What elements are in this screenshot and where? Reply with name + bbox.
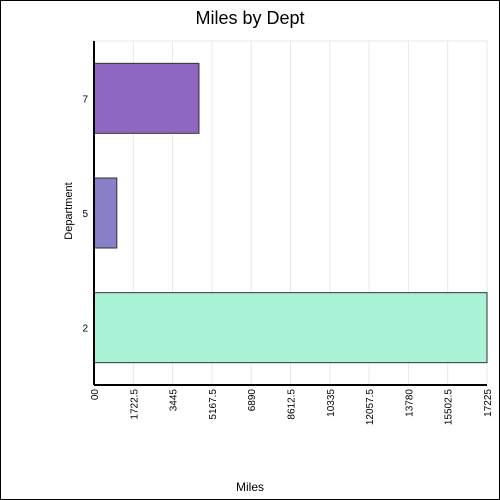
y-tick-label: 2 (82, 324, 88, 335)
x-tick-label: 13780 (404, 389, 415, 417)
x-tick-label: 1722.5 (129, 389, 140, 420)
bar-dept-2 (93, 292, 488, 364)
bar-dept-7 (93, 62, 200, 134)
axes (93, 41, 487, 386)
x-tick-label: 6890 (247, 389, 258, 412)
x-tick-label: 8612.5 (287, 389, 298, 420)
x-tick-label: 00 (90, 389, 101, 401)
bar-dept-5 (93, 177, 118, 249)
x-tick-label: 12057.5 (365, 389, 376, 426)
x-axis-label: Miles (235, 480, 264, 494)
tick-labels: 2 5 7 00 1722.5 3445 5167.5 6890 8612.5 10335 1205… (82, 94, 494, 425)
x-tick-label: 3445 (169, 389, 180, 412)
y-tick-label: 7 (82, 94, 88, 105)
x-tick-label: 17225 (483, 389, 494, 417)
x-tick-label: 10335 (326, 389, 337, 417)
chart-title: Miles by Dept (195, 8, 305, 28)
x-tick-label: 15502.5 (444, 389, 455, 426)
y-tick-label: 5 (82, 209, 88, 220)
x-tick-label: 5167.5 (208, 389, 219, 420)
